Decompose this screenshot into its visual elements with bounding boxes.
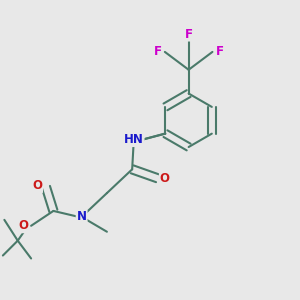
Text: O: O <box>32 179 42 192</box>
Text: HN: HN <box>124 133 144 146</box>
Text: F: F <box>184 28 193 40</box>
Text: N: N <box>76 210 87 224</box>
Text: O: O <box>19 219 29 232</box>
Text: O: O <box>160 172 170 185</box>
Text: F: F <box>153 45 161 58</box>
Text: F: F <box>216 45 224 58</box>
